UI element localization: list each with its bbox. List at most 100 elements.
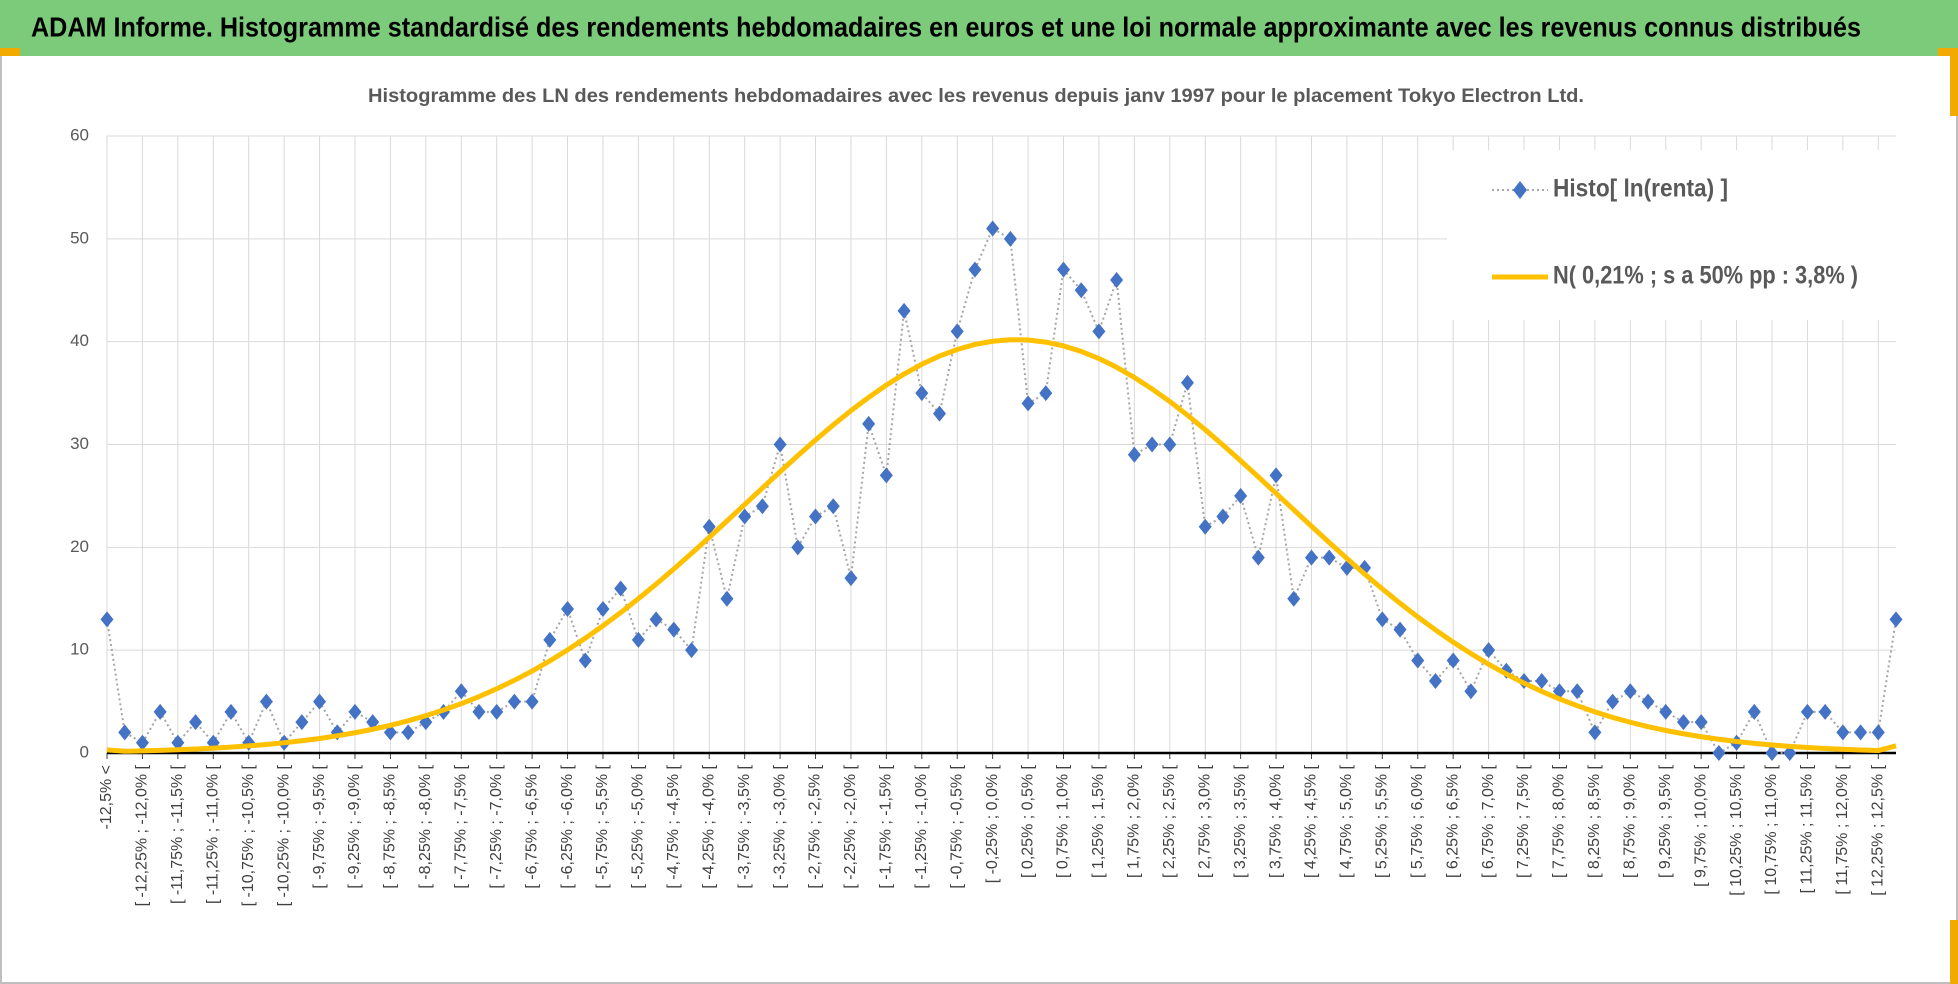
data-point (773, 436, 787, 453)
data-point (649, 611, 663, 628)
x-tick-label: [ 3,75% ; 4,0% [ (1267, 764, 1284, 878)
x-tick-label: [ -6,75% ; -6,5% [ (523, 764, 540, 888)
corner-accent (1938, 48, 1958, 56)
data-point (1021, 395, 1035, 412)
y-tick-label: 40 (70, 331, 89, 350)
data-point (1747, 703, 1761, 720)
x-tick-label: [ -0,25% ; 0,0% [ (984, 764, 1001, 883)
x-tick-label: [ -4,75% ; -4,5% [ (665, 764, 682, 888)
x-tick-label: [ 9,75% ; 10,0% [ (1692, 764, 1709, 886)
x-tick-label: [ 8,25% ; 8,5% [ (1586, 764, 1603, 878)
x-tick-label: [ -7,25% ; -7,0% [ (488, 764, 505, 888)
x-tick-label: [ 6,25% ; 6,5% [ (1444, 764, 1461, 878)
data-point (1818, 703, 1832, 720)
data-point (1092, 323, 1106, 340)
x-tick-label: [ 9,25% ; 9,5% [ (1657, 764, 1674, 878)
data-point (879, 467, 893, 484)
data-point (631, 631, 645, 648)
x-tick-label: [ 7,25% ; 7,5% [ (1515, 764, 1532, 878)
x-tick-label: [ 3,25% ; 3,5% [ (1232, 764, 1249, 878)
data-point (667, 621, 681, 638)
data-point (1659, 703, 1673, 720)
x-tick-label: [ -6,25% ; -6,0% [ (559, 764, 576, 888)
legend-box (1447, 150, 1896, 320)
y-tick-label: 50 (70, 228, 89, 247)
data-point (1127, 446, 1141, 463)
data-point (1234, 487, 1248, 504)
legend-label: Histo[ ln(renta) ] (1553, 175, 1728, 203)
y-tick-label: 60 (70, 125, 89, 144)
data-point (1216, 508, 1230, 525)
data-point (100, 611, 114, 628)
x-tick-label: [ 7,75% ; 8,0% [ (1551, 764, 1568, 878)
x-tick-label: [ 2,25% ; 2,5% [ (1161, 764, 1178, 878)
data-point (1889, 611, 1903, 628)
data-point (862, 415, 876, 432)
x-tick-label: [ 0,75% ; 1,0% [ (1055, 764, 1072, 878)
header-bar (0, 0, 1958, 56)
normal-curve (106, 337, 1897, 754)
x-tick-label: [ -8,75% ; -8,5% [ (382, 764, 399, 888)
x-tick-label: [ -10,25% ; -10,0% [ (275, 764, 292, 906)
data-point (171, 734, 185, 751)
x-tick-label: [ 1,75% ; 2,0% [ (1126, 764, 1143, 878)
data-point (1623, 683, 1637, 700)
data-point (401, 724, 415, 741)
data-point (1871, 724, 1885, 741)
data-point (1180, 374, 1194, 391)
data-point (826, 498, 840, 515)
x-tick-label: [ -7,75% ; -7,5% [ (452, 764, 469, 888)
x-tick-label: [ 1,25% ; 1,5% [ (1090, 764, 1107, 878)
data-point (596, 601, 610, 618)
x-tick-label: [ -2,25% ; -2,0% [ (842, 764, 859, 888)
series-line (106, 227, 1897, 755)
data-point (561, 601, 575, 618)
data-point (809, 508, 823, 525)
data-point (313, 693, 327, 710)
x-tick-label: [ -9,75% ; -9,5% [ (311, 764, 328, 888)
x-tick-label: [ -1,75% ; -1,5% [ (878, 764, 895, 888)
data-point (1251, 549, 1265, 566)
data-point (986, 220, 1000, 237)
data-point (1641, 693, 1655, 710)
data-point (702, 518, 716, 535)
data-point (897, 302, 911, 319)
data-point (1606, 693, 1620, 710)
x-tick-label: [ -4,25% ; -4,0% [ (700, 764, 717, 888)
data-point (153, 703, 167, 720)
legend-label: N( 0,21% ; s a 50% pp : 3,8% ) (1553, 262, 1858, 290)
data-point (1039, 385, 1053, 402)
corner-accent (1950, 920, 1958, 984)
data-point (1535, 673, 1549, 690)
data-point (543, 631, 557, 648)
x-tick-label: [ -3,25% ; -3,0% [ (771, 764, 788, 888)
data-point (933, 405, 947, 422)
x-tick-label: [ -5,25% ; -5,0% [ (630, 764, 647, 888)
x-tick-label: [ -2,75% ; -2,5% [ (807, 764, 824, 888)
data-point (1588, 724, 1602, 741)
data-point (1163, 436, 1177, 453)
data-point (1287, 590, 1301, 607)
x-tick-label: [ -1,25% ; -1,0% [ (913, 764, 930, 888)
data-point (915, 385, 929, 402)
data-point (525, 693, 539, 710)
x-tick-label: [ -3,75% ; -3,5% [ (736, 764, 753, 888)
data-point (1482, 642, 1496, 659)
corner-accent (0, 48, 20, 56)
data-point (189, 714, 203, 731)
x-tick-label: [ -12,25% ; -12,0% [ (134, 764, 151, 906)
data-point (1056, 261, 1070, 278)
data-point (1446, 652, 1460, 669)
x-tick-label: [ -8,25% ; -8,0% [ (417, 764, 434, 888)
data-point (1375, 611, 1389, 628)
data-point (1304, 549, 1318, 566)
data-point (507, 693, 521, 710)
x-tick-label: [ 11,75% ; 12,0% [ (1834, 764, 1851, 894)
data-point (472, 703, 486, 720)
data-point (1570, 683, 1584, 700)
x-tick-label: [ 8,75% ; 9,0% [ (1622, 764, 1639, 878)
data-point (118, 724, 132, 741)
data-point (1765, 745, 1779, 761)
data-point (1694, 714, 1708, 731)
